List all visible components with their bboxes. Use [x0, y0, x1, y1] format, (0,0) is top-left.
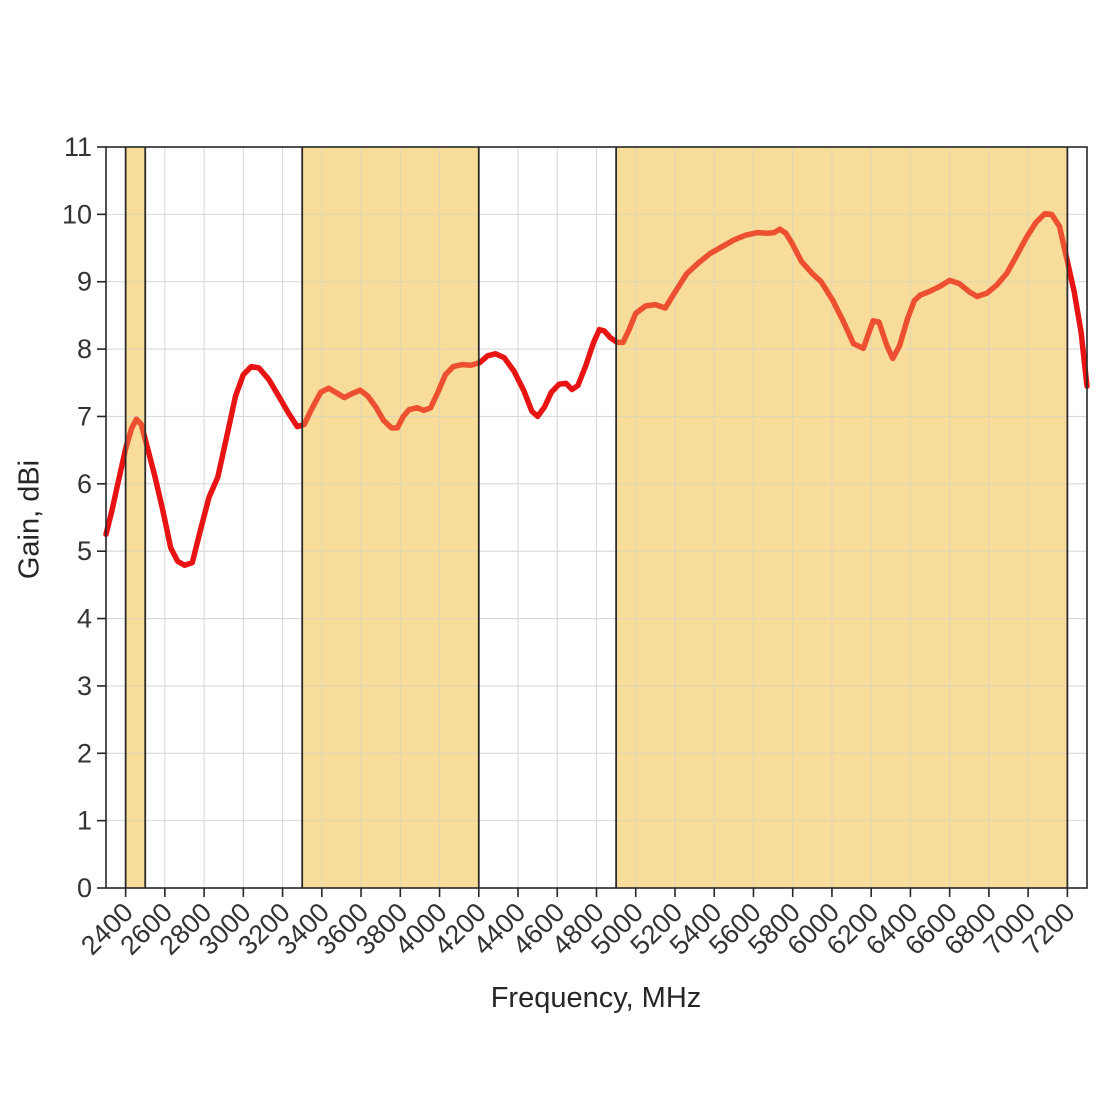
- y-tick-label: 8: [77, 334, 92, 364]
- y-tick-label: 2: [77, 738, 92, 768]
- y-tick-label: 7: [77, 401, 92, 431]
- band-overlay: [125, 147, 146, 888]
- y-axis-label: Gain, dBi: [13, 459, 46, 580]
- y-tick-label: 10: [62, 199, 92, 229]
- band-overlay: [302, 147, 479, 888]
- band-overlay: [616, 147, 1068, 888]
- x-axis-label: Frequency, MHz: [490, 982, 702, 1014]
- y-tick-label: 11: [64, 132, 92, 162]
- y-tick-label: 9: [77, 267, 92, 297]
- y-tick-label: 5: [77, 536, 92, 566]
- y-tick-label: 0: [77, 873, 92, 903]
- y-tick-label: 1: [77, 806, 92, 836]
- band-region: [302, 147, 479, 888]
- y-tick-label: 6: [77, 469, 92, 499]
- gain-curve: [103, 210, 1090, 569]
- y-tick-label: 4: [77, 604, 92, 634]
- band-region: [125, 147, 146, 888]
- y-tick-label: 3: [77, 671, 92, 701]
